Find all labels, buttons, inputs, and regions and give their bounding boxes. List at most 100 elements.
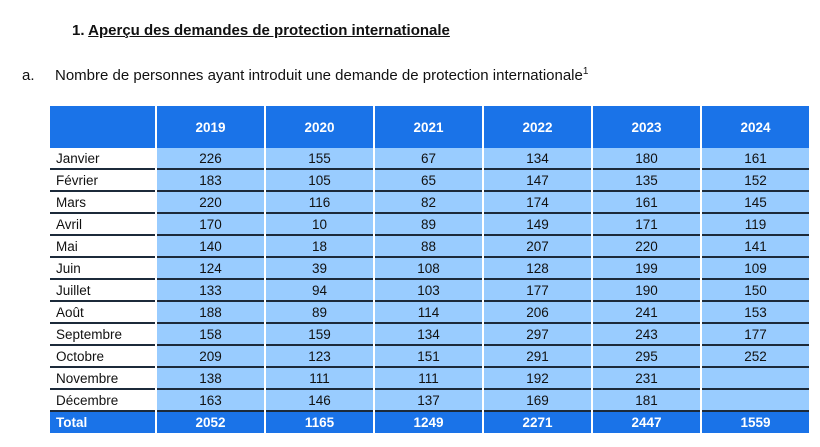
cell-value: 252	[702, 346, 809, 368]
table-row: Septembre 158 159 134 297 243 177	[50, 324, 809, 346]
cell-value: 1249	[375, 412, 482, 433]
cell-value: 134	[375, 324, 482, 346]
cell-value: 67	[375, 148, 482, 170]
table-row: Mai 140 18 88 207 220 141	[50, 236, 809, 258]
row-label: Juin	[50, 258, 155, 280]
row-label: Février	[50, 170, 155, 192]
cell-value: 2447	[593, 412, 700, 433]
cell-value: 188	[157, 302, 264, 324]
cell-value: 150	[702, 280, 809, 302]
table-row: Juin 124 39 108 128 199 109	[50, 258, 809, 280]
row-label: Novembre	[50, 368, 155, 390]
cell-value: 152	[702, 170, 809, 192]
cell-value: 181	[593, 390, 700, 412]
caption-letter: a.	[22, 67, 35, 84]
cell-value: 231	[593, 368, 700, 390]
column-header: 2024	[702, 106, 809, 148]
cell-value: 146	[266, 390, 373, 412]
cell-value: 199	[593, 258, 700, 280]
cell-value: 147	[484, 170, 591, 192]
cell-value: 161	[702, 148, 809, 170]
cell-value: 1559	[702, 412, 809, 433]
table-row: Décembre 163 146 137 169 181	[50, 390, 809, 412]
cell-value: 82	[375, 192, 482, 214]
header-row: 2019 2020 2021 2022 2023 2024	[50, 106, 809, 148]
cell-value: 220	[157, 192, 264, 214]
cell-value: 111	[266, 368, 373, 390]
cell-value: 149	[484, 214, 591, 236]
cell-value: 1165	[266, 412, 373, 433]
cell-value: 220	[593, 236, 700, 258]
header-corner	[50, 106, 155, 148]
cell-value: 133	[157, 280, 264, 302]
table-row: Août 188 89 114 206 241 153	[50, 302, 809, 324]
cell-value: 2271	[484, 412, 591, 433]
cell-value: 206	[484, 302, 591, 324]
cell-value: 171	[593, 214, 700, 236]
table-row: Avril 170 10 89 149 171 119	[50, 214, 809, 236]
cell-value: 207	[484, 236, 591, 258]
cell-value: 153	[702, 302, 809, 324]
cell-value: 137	[375, 390, 482, 412]
table-row: Octobre 209 123 151 291 295 252	[50, 346, 809, 368]
cell-value: 177	[702, 324, 809, 346]
column-header: 2019	[157, 106, 264, 148]
cell-value: 108	[375, 258, 482, 280]
cell-value: 190	[593, 280, 700, 302]
column-header: 2023	[593, 106, 700, 148]
cell-value: 138	[157, 368, 264, 390]
cell-value: 241	[593, 302, 700, 324]
cell-value: 105	[266, 170, 373, 192]
row-label: Septembre	[50, 324, 155, 346]
cell-value: 209	[157, 346, 264, 368]
table-caption: a. Nombre de personnes ayant introduit un…	[22, 66, 588, 84]
cell-value: 159	[266, 324, 373, 346]
table-row: Janvier 226 155 67 134 180 161	[50, 148, 809, 170]
cell-value: 88	[375, 236, 482, 258]
column-header: 2020	[266, 106, 373, 148]
cell-value: 109	[702, 258, 809, 280]
row-label: Total	[50, 412, 155, 433]
cell-value: 116	[266, 192, 373, 214]
cell-value: 2052	[157, 412, 264, 433]
cell-value: 134	[484, 148, 591, 170]
cell-value: 114	[375, 302, 482, 324]
cell-value: 140	[157, 236, 264, 258]
cell-value: 295	[593, 346, 700, 368]
applications-table: 2019 2020 2021 2022 2023 2024 Janvier 226 155 67…	[48, 106, 811, 433]
section-heading: 1. Aperçu des demandes de protection int…	[72, 22, 450, 39]
cell-value: 192	[484, 368, 591, 390]
cell-value: 151	[375, 346, 482, 368]
cell-value: 177	[484, 280, 591, 302]
cell-value: 243	[593, 324, 700, 346]
caption-text: Nombre de personnes ayant introduit une …	[55, 67, 583, 84]
column-header: 2021	[375, 106, 482, 148]
cell-value: 180	[593, 148, 700, 170]
row-label: Juillet	[50, 280, 155, 302]
heading-text: Aperçu des demandes de protection intern…	[88, 22, 450, 39]
cell-value: 111	[375, 368, 482, 390]
cell-value: 291	[484, 346, 591, 368]
cell-value	[702, 368, 809, 390]
cell-value: 119	[702, 214, 809, 236]
table-row: Février 183 105 65 147 135 152	[50, 170, 809, 192]
cell-value: 10	[266, 214, 373, 236]
cell-value: 145	[702, 192, 809, 214]
cell-value: 89	[375, 214, 482, 236]
cell-value: 141	[702, 236, 809, 258]
row-label: Janvier	[50, 148, 155, 170]
table-row: Juillet 133 94 103 177 190 150	[50, 280, 809, 302]
cell-value: 18	[266, 236, 373, 258]
cell-value: 183	[157, 170, 264, 192]
cell-value: 103	[375, 280, 482, 302]
cell-value: 163	[157, 390, 264, 412]
row-label: Avril	[50, 214, 155, 236]
cell-value: 39	[266, 258, 373, 280]
cell-value: 297	[484, 324, 591, 346]
cell-value	[702, 390, 809, 412]
row-label: Octobre	[50, 346, 155, 368]
row-label: Août	[50, 302, 155, 324]
cell-value: 89	[266, 302, 373, 324]
row-label: Mai	[50, 236, 155, 258]
cell-value: 65	[375, 170, 482, 192]
